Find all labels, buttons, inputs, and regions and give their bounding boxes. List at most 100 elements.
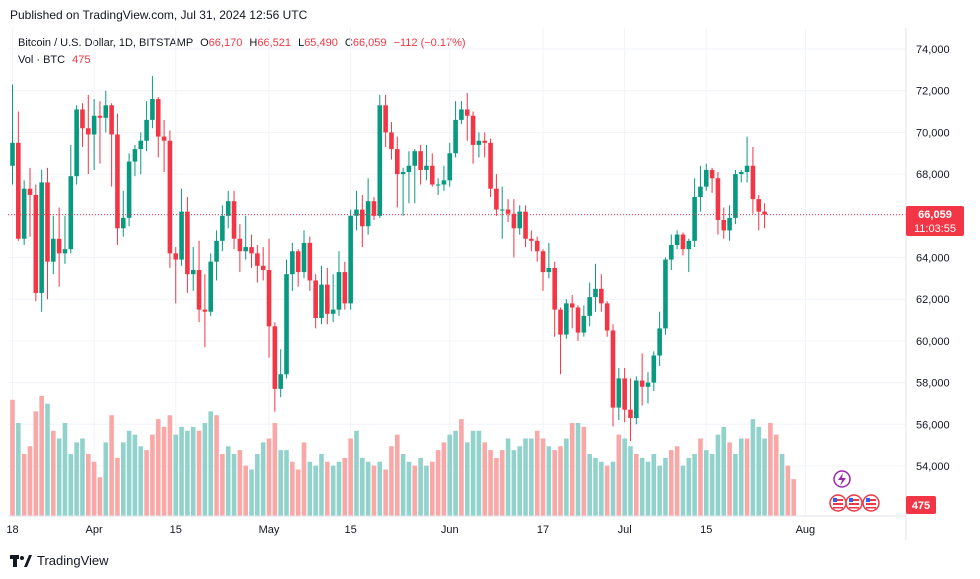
legend-ohlc-row: Bitcoin / U.S. Dollar, 1D, BITSTAMP O66,… <box>18 35 466 52</box>
volume-bar <box>517 446 523 516</box>
candle-body <box>453 119 458 154</box>
candle <box>733 169 738 225</box>
candle-body <box>529 238 534 241</box>
candle-body <box>534 240 540 252</box>
volume-bar <box>453 430 458 516</box>
volume-label[interactable]: Vol · BTC <box>18 54 66 66</box>
candle <box>371 197 377 220</box>
candle-body <box>325 284 330 314</box>
candle-body <box>558 309 563 335</box>
volume-bar <box>33 411 39 516</box>
candle-body <box>290 251 295 275</box>
candle <box>599 274 604 312</box>
candle <box>447 142 453 187</box>
lightning-event-icon[interactable] <box>833 470 851 488</box>
volume-bar <box>645 461 651 516</box>
candle <box>220 205 225 252</box>
candle <box>575 305 581 341</box>
volume-bar <box>435 450 441 516</box>
candle-body <box>319 284 324 318</box>
volume-bar <box>412 465 418 516</box>
candle <box>237 224 243 273</box>
low-label: L <box>298 37 305 49</box>
candle-body <box>150 99 155 120</box>
candle <box>406 151 412 204</box>
candle <box>16 111 21 241</box>
us-flag-event-icon[interactable] <box>845 494 863 512</box>
volume-bar <box>389 446 394 516</box>
candle-body <box>249 247 254 254</box>
candlesticks <box>10 76 767 441</box>
candle <box>272 322 278 412</box>
candle <box>173 247 179 304</box>
candle <box>529 230 534 252</box>
candle-body <box>51 238 56 262</box>
volume-bar <box>330 465 336 516</box>
volume-bar <box>488 450 493 516</box>
us-flag-event-icon[interactable] <box>862 494 880 512</box>
candle <box>663 257 668 335</box>
candle-body <box>593 288 598 298</box>
symbol-label[interactable]: Bitcoin / U.S. Dollar, 1D, BITSTAMP <box>18 37 194 49</box>
candle-body <box>132 149 138 162</box>
candle-body <box>144 119 149 141</box>
candle <box>196 240 202 323</box>
volume-bar <box>91 461 97 516</box>
volume-bar <box>709 454 715 516</box>
volume-bar <box>779 454 785 516</box>
candle-body <box>16 142 21 239</box>
candle <box>488 138 493 198</box>
volume-bar <box>10 399 15 516</box>
time-tick-label: Jul <box>618 524 632 536</box>
candle-body <box>220 215 225 241</box>
candle <box>639 353 645 406</box>
candle-body <box>330 309 336 314</box>
candle-body <box>505 209 511 214</box>
candle <box>377 94 383 218</box>
volume-bar <box>429 461 435 516</box>
close-value: 66,059 <box>352 37 387 49</box>
volume-bar <box>109 415 114 516</box>
candle-body <box>45 182 50 262</box>
candle-body <box>91 115 97 135</box>
volume-bar <box>313 465 318 516</box>
us-flag-event-icon[interactable] <box>829 494 847 512</box>
candle-body <box>190 270 196 275</box>
candle <box>494 174 499 216</box>
volume-bar <box>773 434 779 516</box>
candle-body <box>365 201 371 227</box>
volume-bar <box>768 423 773 516</box>
volume-bar <box>27 446 33 516</box>
volume-bar <box>674 446 680 516</box>
volume-bar <box>657 465 662 516</box>
candle <box>517 205 523 235</box>
candle <box>499 186 505 239</box>
candle-body <box>243 247 248 252</box>
candle <box>45 167 50 300</box>
volume-bar <box>103 442 109 516</box>
candle-body <box>231 201 237 239</box>
volume-bar <box>348 438 353 516</box>
candle <box>225 190 231 229</box>
candle-body <box>260 265 266 271</box>
volume-bar <box>546 446 552 516</box>
candle-body <box>214 240 219 262</box>
time-tick-label: 15 <box>700 524 712 536</box>
time-axis[interactable]: 18 Apr 15 May 15 Jun 17 Jul 15 Aug <box>6 524 815 536</box>
volume-bar <box>202 423 208 516</box>
candle <box>610 324 616 427</box>
volume-bar <box>750 419 756 516</box>
volume-bar <box>692 454 697 516</box>
price-axis[interactable]: 74,00072,00070,00068,00066,00064,00062,0… <box>916 44 950 473</box>
candle-body <box>80 109 85 129</box>
candle <box>266 238 272 358</box>
tradingview-logo[interactable]: TradingView <box>10 553 109 568</box>
volume-bar <box>278 450 283 516</box>
candle <box>674 230 680 250</box>
candle-body <box>610 330 616 408</box>
candle <box>27 167 33 237</box>
candle <box>394 136 400 208</box>
candle-body <box>470 115 476 145</box>
candle-body <box>377 105 383 216</box>
